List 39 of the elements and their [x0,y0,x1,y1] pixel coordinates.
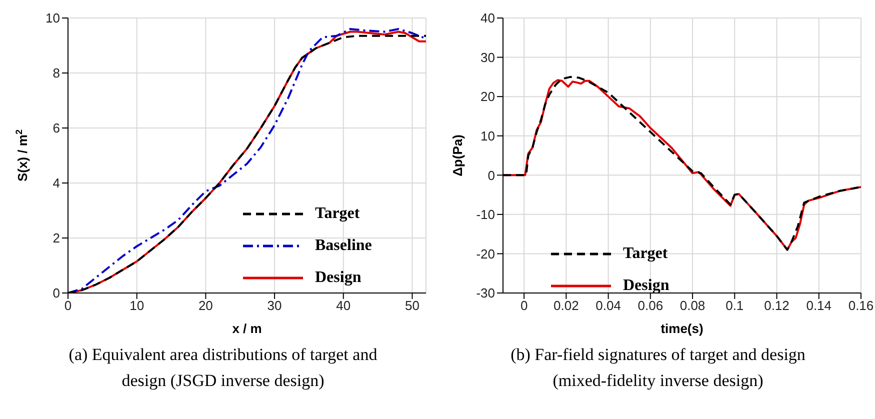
y-tick-label: 10 [46,10,60,26]
legend-label: Design [315,269,362,287]
x-tick-label: 0.02 [554,298,579,314]
y-tick-label: 4 [52,176,60,191]
x-axis-title: x / m [232,321,262,336]
x-tick-label: 0.04 [596,298,621,314]
x-tick-label: 0.16 [848,298,874,314]
text: (b) Far-field signatures of target and design (mixed-fidelity inverse design) [510,344,806,392]
y-tick-label: 6 [52,120,60,136]
y-axis-title: Δp(Pa) [450,134,465,176]
y-tick-label: 30 [480,50,495,65]
y-tick-label: 20 [480,89,495,104]
y-tick-label: 40 [480,10,495,26]
y-tick-label: 0 [488,168,495,183]
text: (a) Equivalent area distributions of target and design (JSGD inverse design) [68,344,378,392]
y-tick-label: 8 [52,66,60,81]
y-tick-label: -30 [476,286,495,301]
x-tick-label: 0.06 [638,298,664,314]
x-tick-label: 10 [130,298,144,314]
y-tick-label: -10 [476,207,495,222]
x-tick-label: 0.1 [726,298,744,314]
y-tick-label: 2 [52,230,60,246]
x-tick-label: 40 [336,298,351,314]
legend-label: Baseline [315,237,372,255]
y-tick-label: 0 [52,286,60,301]
legend-label: Target [623,245,668,263]
y-tick-label: 10 [480,128,495,144]
legend-label: Target [315,205,360,223]
x-tick-label: 30 [267,298,282,314]
x-tick-label: 0.12 [764,298,790,314]
x-axis-title: time(s) [660,321,704,336]
x-tick-label: 0 [64,298,72,314]
x-tick-label: 0.14 [806,298,832,314]
x-tick-label: 0.08 [680,298,706,314]
x-tick-label: 50 [404,298,420,314]
x-tick-label: 20 [198,298,213,314]
x-tick-label: 0 [520,298,528,314]
y-tick-label: -20 [476,246,495,262]
legend-label: Design [623,277,670,295]
